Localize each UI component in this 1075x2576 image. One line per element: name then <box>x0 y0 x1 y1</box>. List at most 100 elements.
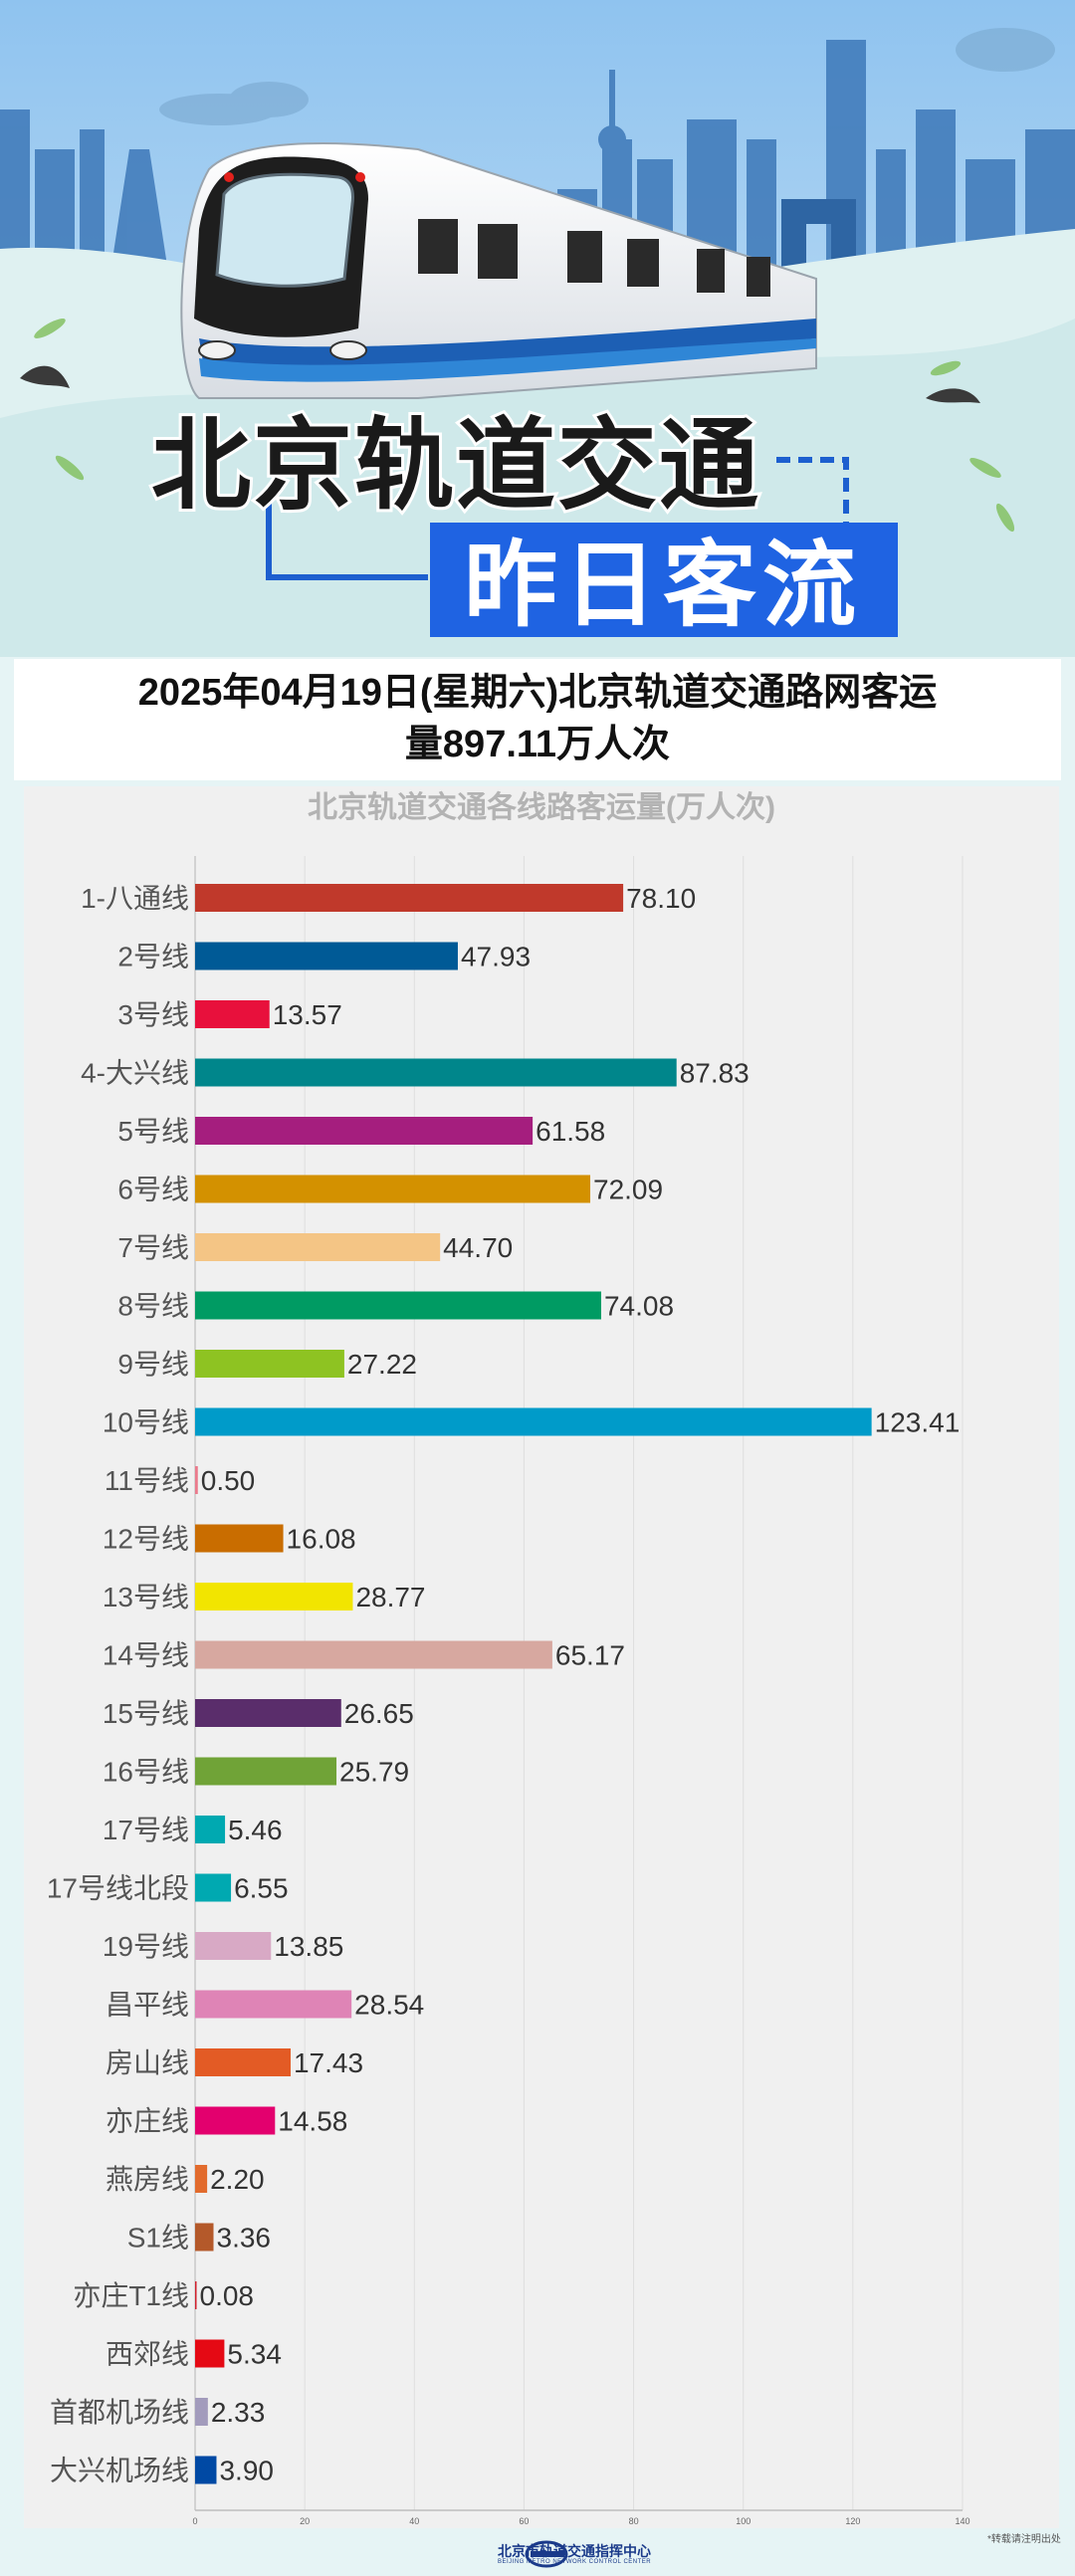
hero-banner: 北京轨道交通 昨日客流 <box>0 0 1075 657</box>
bar <box>195 1058 677 1087</box>
leaf-icon <box>34 319 1015 533</box>
category-label: 5号线 <box>117 1116 189 1147</box>
bar <box>195 2165 208 2193</box>
cloud-icon <box>159 28 1055 125</box>
copyright-note: *转载请注明出处 <box>987 2534 1061 2545</box>
category-label: 亦庄T1线 <box>73 2280 189 2311</box>
category-label: 17号线 <box>103 1815 189 1845</box>
value-label: 72.09 <box>593 1175 663 1205</box>
bar <box>195 2281 197 2309</box>
category-label: 4-大兴线 <box>81 1058 189 1089</box>
x-tick-label: 20 <box>300 2516 310 2526</box>
metro-logo-icon <box>525 2540 568 2568</box>
value-label: 0.50 <box>201 1465 256 1496</box>
train-illustration <box>180 142 817 399</box>
category-label: 昌平线 <box>106 1990 189 2021</box>
summary-box: 2025年04月19日(星期六)北京轨道交通路网客运 量897.11万人次 <box>14 659 1061 780</box>
category-label: 12号线 <box>103 1524 189 1555</box>
value-label: 5.46 <box>228 1815 283 1845</box>
category-label: 13号线 <box>103 1582 189 1612</box>
x-tick-label: 140 <box>955 2516 969 2526</box>
bar <box>195 1640 552 1669</box>
summary-line-2: 量897.11万人次 <box>404 724 671 765</box>
value-label: 2.20 <box>210 2164 265 2195</box>
bar <box>195 1816 226 1843</box>
value-label: 78.10 <box>626 883 696 914</box>
x-tick-label: 120 <box>845 2516 860 2526</box>
value-label: 3.90 <box>219 2456 273 2486</box>
value-label: 74.08 <box>604 1291 674 1322</box>
bar <box>195 2106 276 2135</box>
bar <box>195 884 624 912</box>
category-label: 16号线 <box>103 1757 189 1788</box>
category-label: 11号线 <box>105 1465 189 1496</box>
bar <box>195 942 458 970</box>
value-label: 13.85 <box>274 1931 343 1962</box>
category-label: 15号线 <box>103 1698 189 1729</box>
bar <box>195 1873 232 1902</box>
category-label: 10号线 <box>103 1407 189 1438</box>
bar <box>195 1117 534 1145</box>
subtitle-tag: 昨日客流 <box>464 533 862 637</box>
value-label: 0.08 <box>200 2280 255 2311</box>
category-label: 首都机场线 <box>50 2397 189 2428</box>
category-label: 19号线 <box>103 1931 189 1962</box>
bar <box>195 1583 353 1610</box>
org-name: 北京市轨道交通指挥中心 <box>498 2543 651 2559</box>
bar <box>195 1350 344 1378</box>
value-label: 13.57 <box>273 999 342 1030</box>
category-label: 6号线 <box>117 1175 189 1205</box>
category-label: 3号线 <box>117 999 189 1030</box>
x-tick-label: 60 <box>519 2516 529 2526</box>
category-label: 房山线 <box>106 2047 189 2078</box>
bar <box>195 1990 352 2019</box>
value-label: 47.93 <box>461 942 531 972</box>
value-label: 123.41 <box>875 1407 961 1438</box>
x-tick-label: 0 <box>192 2516 197 2526</box>
category-label: 燕房线 <box>106 2164 189 2195</box>
category-label: 西郊线 <box>106 2339 189 2370</box>
value-label: 25.79 <box>339 1757 409 1788</box>
value-label: 27.22 <box>347 1349 417 1380</box>
value-label: 16.08 <box>287 1524 356 1555</box>
x-tick-label: 100 <box>736 2516 751 2526</box>
category-label: S1线 <box>127 2223 189 2254</box>
bar <box>195 2398 208 2426</box>
bar <box>195 1407 872 1436</box>
value-label: 87.83 <box>680 1058 750 1089</box>
bar <box>195 2456 217 2484</box>
bar-chart: 0 20 40 60 80 100 120 140 1-八通线 78.10 2号线 47.93 3号线 1… <box>47 856 970 2526</box>
bar <box>195 1757 337 1786</box>
bar <box>195 1699 341 1727</box>
value-label: 61.58 <box>536 1116 605 1147</box>
bar <box>195 1291 601 1320</box>
category-label: 17号线北段 <box>47 1873 189 1904</box>
category-label: 7号线 <box>117 1232 189 1263</box>
category-label: 9号线 <box>117 1349 189 1380</box>
value-label: 5.34 <box>227 2339 282 2370</box>
chart-title: 北京轨道交通各线路客运量(万人次) <box>308 791 775 824</box>
bird-icon <box>20 365 980 403</box>
value-label: 14.58 <box>278 2106 347 2137</box>
bar <box>195 1233 441 1261</box>
value-label: 17.43 <box>294 2047 363 2078</box>
category-label: 8号线 <box>117 1291 189 1322</box>
value-label: 28.54 <box>354 1990 424 2021</box>
x-tick-label: 40 <box>409 2516 419 2526</box>
value-label: 26.65 <box>344 1698 414 1729</box>
value-label: 65.17 <box>555 1640 625 1671</box>
category-label: 2号线 <box>117 942 189 972</box>
org-name-en: BEIJING METRO NETWORK CONTROL CENTER <box>498 2559 652 2565</box>
value-label: 6.55 <box>234 1873 288 1904</box>
category-label: 大兴机场线 <box>50 2456 189 2486</box>
bar <box>195 2339 225 2368</box>
bar <box>195 2048 291 2076</box>
category-label: 亦庄线 <box>106 2106 189 2137</box>
page-title: 北京轨道交通 <box>151 410 760 522</box>
bar <box>195 2223 214 2252</box>
bar <box>195 1466 198 1494</box>
bar <box>195 1524 284 1553</box>
value-label: 28.77 <box>355 1582 425 1612</box>
bar <box>195 1175 591 1203</box>
summary-line-1: 2025年04月19日(星期六)北京轨道交通路网客运 <box>137 672 938 714</box>
